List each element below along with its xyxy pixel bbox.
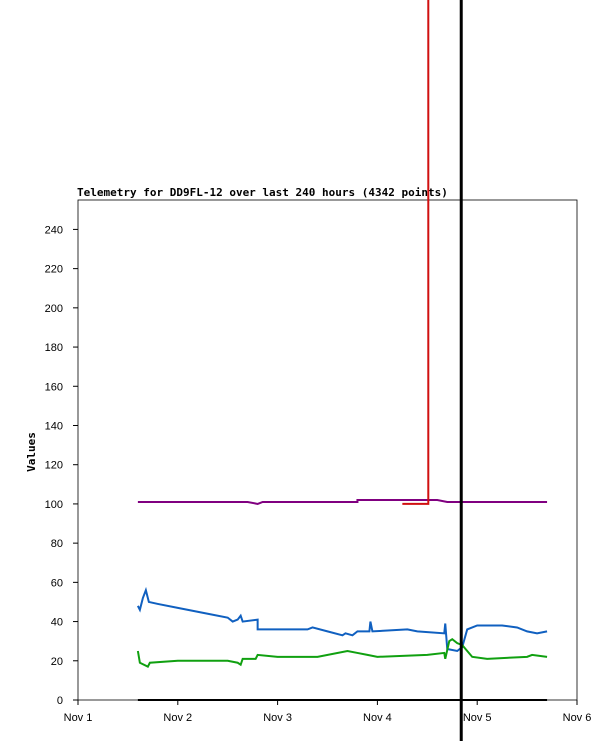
y-tick-label: 0 (57, 695, 63, 707)
x-tick-label: Nov 3 (263, 712, 292, 724)
series-line (136, 586, 548, 653)
y-tick-label: 160 (45, 381, 63, 393)
y-tick-label: 20 (51, 656, 63, 668)
x-tick-label: Nov 6 (563, 712, 592, 724)
y-tick-label: 200 (45, 303, 63, 315)
x-tick-label: Nov 1 (64, 712, 93, 724)
y-tick-label: 220 (45, 264, 63, 276)
series-line (137, 499, 548, 505)
y-tick-label: 120 (45, 460, 63, 472)
x-tick-label: Nov 5 (463, 712, 492, 724)
x-tick-label: Nov 2 (163, 712, 192, 724)
chart-title: Telemetry for DD9FL-12 over last 240 hou… (77, 186, 448, 199)
series-line (402, 0, 430, 505)
series-line (136, 637, 548, 668)
y-tick-label: 80 (51, 538, 63, 550)
y-tick-label: 140 (45, 420, 63, 432)
y-axis-label: Values (25, 432, 38, 472)
y-tick-label: 40 (51, 617, 63, 629)
y-tick-label: 240 (45, 224, 63, 236)
y-tick-label: 100 (45, 499, 63, 511)
x-tick-label: Nov 4 (363, 712, 392, 724)
y-tick-label: 180 (45, 342, 63, 354)
y-tick-label: 60 (51, 577, 63, 589)
